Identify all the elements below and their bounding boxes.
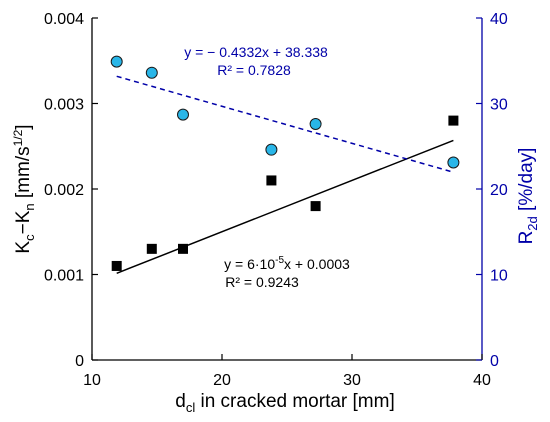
circle-data-point [145,66,158,79]
x-tick-label: 30 [343,372,361,389]
x-title-base: d [175,391,186,412]
left-title-end: ] [13,124,34,129]
x-tick-label: 10 [83,372,101,389]
x-axis-title: dcl in cracked mortar [mm] [175,391,395,415]
right-y-tick-label: 0 [490,353,499,370]
circle-data-point [177,108,189,121]
blue-trend-equation: y = − 0.4332x + 38.338 [184,44,328,60]
left-y-axis-title: Kc−Kn [mm/s1/2] [11,124,37,253]
right-y-axis-title: R2d [%/day] [516,148,540,245]
left-title-superscript: 1/2 [11,129,25,146]
right-y-tick-label: 20 [490,182,508,199]
left-y-tick-label: 0.004 [44,11,84,28]
left-title-sub-n: n [22,203,37,210]
left-title-unit: [mm/s [13,146,34,203]
circle-data-point [309,118,322,131]
circle-data-point [447,156,460,169]
left-title-k: K [13,241,34,254]
x-title-rest: in cracked mortar [mm] [195,391,395,412]
blue-dashed-trendline [116,75,454,173]
equation-exponent: -5 [275,255,284,266]
left-title-minus-k: −K [13,210,34,234]
black-trendline [116,139,454,275]
square-data-point [111,260,122,271]
labels-group: 10 20 30 40 0 0.001 0.002 0.003 0.004 0 10 20 30 40 y … [11,11,540,415]
trendlines-group [116,75,454,275]
x-tick-label: 20 [213,372,231,389]
x-title-subscript: cl [186,400,196,415]
left-title-sub-c: c [22,234,37,241]
square-data-point [266,175,277,186]
square-data-point [448,115,459,126]
right-y-tick-label: 40 [490,11,508,28]
blue-trend-r2: R² = 0.7828 [217,62,291,78]
right-y-tick-label: 10 [490,268,508,285]
square-data-point [310,201,321,212]
black-trend-equation: y = 6·10-5x + 0.0003 [224,255,350,272]
left-y-tick-label: 0.003 [44,97,84,114]
left-y-tick-label: 0 [75,353,84,370]
right-title-base: R [516,231,537,245]
right-title-rest: [%/day] [516,148,537,217]
black-trend-r2: R² = 0.9243 [225,274,299,290]
equation-suffix: x + 0.0003 [284,256,350,272]
right-title-subscript: 2d [525,216,540,230]
left-y-tick-label: 0.002 [44,182,84,199]
circle-data-point [110,55,123,68]
equation-base: y = 6·10 [224,256,275,272]
left-y-tick-label: 0.001 [44,268,84,285]
square-data-point [178,243,188,254]
square-data-point [146,243,157,254]
data-marks-group [110,55,460,271]
circle-data-point [265,143,278,156]
axes-group [91,17,483,361]
x-tick-label: 40 [473,372,491,389]
right-y-tick-label: 30 [490,97,508,114]
